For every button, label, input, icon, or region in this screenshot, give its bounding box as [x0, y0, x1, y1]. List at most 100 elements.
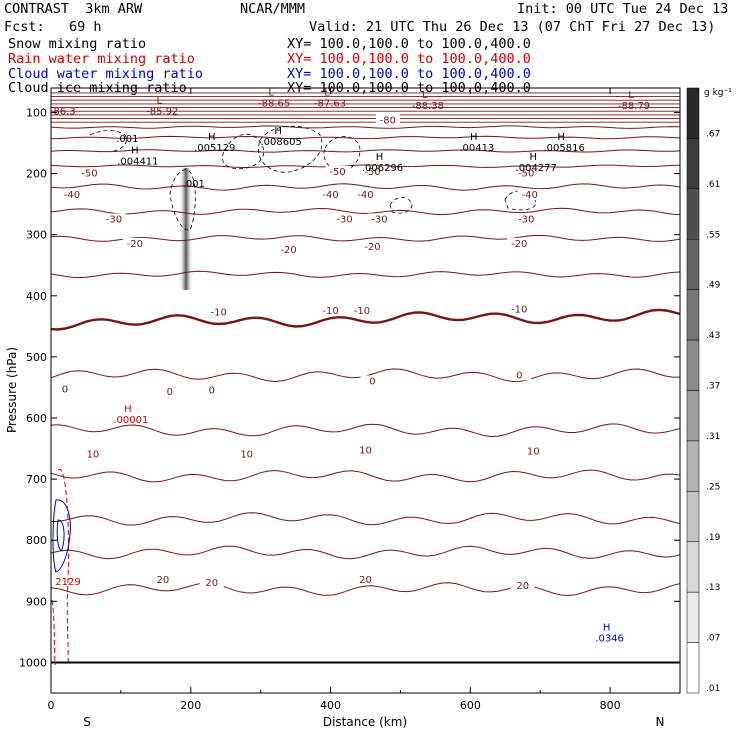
- contour-label: -40: [522, 190, 538, 201]
- contour-label-bg: [77, 167, 102, 179]
- cloud-ice-contour: [221, 133, 265, 170]
- contour-label: -20: [127, 239, 143, 250]
- x-tick-label: 600: [460, 699, 481, 712]
- colorbar-segment: [686, 591, 700, 643]
- isotherm-line: [51, 207, 680, 216]
- contour-label-bg: [150, 574, 175, 585]
- contour-label: 20: [516, 581, 529, 592]
- contour-label-bg: [59, 189, 84, 200]
- colorbar-segment: [686, 138, 700, 190]
- colorbar-segment: [686, 87, 700, 139]
- colorbar-segment: [686, 188, 700, 240]
- contour-label-bg: [332, 213, 357, 225]
- extremum-mark: H: [470, 132, 478, 143]
- isotherm-line: [51, 423, 680, 438]
- contour-label-bg: [360, 240, 385, 252]
- legend-snow-label: Snow mixing ratio: [8, 36, 147, 52]
- extremum-value: -85.92: [146, 106, 178, 117]
- contour-label: 0: [209, 386, 215, 397]
- x-tick-label: 800: [600, 699, 621, 712]
- legend-cloud-water-xy: XY= 100.0,100.0 to 100.0,400.0: [287, 66, 531, 82]
- y-tick-label: 500: [26, 351, 47, 364]
- cloud-water-contour: [52, 499, 71, 573]
- extremum-mark: H: [529, 152, 537, 163]
- extremum-mark: L: [268, 87, 274, 98]
- colorbar-label: .19: [706, 533, 721, 543]
- cloud-ice-contour: [89, 130, 127, 153]
- colorbar-label: .43: [706, 331, 720, 341]
- contour-label: 10: [87, 450, 100, 461]
- extremum-value: .004411: [117, 156, 158, 167]
- isotherm-line: [51, 125, 680, 129]
- cloud-ice-contours: [89, 125, 537, 231]
- x-tick-label: 200: [180, 699, 201, 712]
- contour-label-bg: [234, 448, 259, 460]
- extrema-labels: L-85.92L-88.65L-87.63L-88.38L-88.7986.3H…: [51, 87, 680, 664]
- contour-labels: -80-50 -50 -50 -50-40 -40 -40 -40-30 -30 -30 -30-…: [52, 114, 546, 592]
- extremum-value: -88.38: [412, 101, 444, 112]
- extremum-mark: L: [324, 87, 330, 98]
- contour-label: -10: [322, 306, 338, 317]
- contour-label: 10: [527, 447, 540, 458]
- contour-label: 0: [62, 384, 68, 395]
- contour-label-bg: [52, 383, 77, 395]
- cloud-ice-contour: [323, 136, 361, 172]
- contour-label-bg: [375, 114, 400, 126]
- contour-label: -30: [518, 214, 534, 225]
- extremum-value: .00001: [113, 415, 148, 426]
- extremum-mark: H: [124, 404, 132, 415]
- colorbar-label: .13: [706, 583, 720, 593]
- cloud-water-contours: [52, 499, 71, 573]
- colorbar-segment: [686, 642, 700, 694]
- contour-label: -80: [380, 115, 396, 126]
- contour-label-bg: [122, 237, 147, 249]
- y-tick-label: 900: [26, 595, 47, 608]
- colorbar: .67 .61 .55 .49 .43 .37 .31 .25 .19 .13 .07 .01 g kg…: [686, 87, 732, 694]
- isotherm-line: [51, 183, 680, 191]
- colorbar-segment: [686, 440, 700, 492]
- colorbar-segment: [686, 339, 700, 391]
- extremum-value: .008605: [260, 137, 301, 148]
- contour-label: -10: [511, 304, 527, 315]
- contour-label-bg: [353, 444, 378, 456]
- rain-contours: [51, 468, 70, 666]
- contour-label-bg: [360, 165, 385, 177]
- y-tick-label: 400: [26, 290, 47, 303]
- isotherm-line: [51, 164, 680, 169]
- extremum-value: .00413: [459, 143, 494, 154]
- isotherm-line: [51, 149, 680, 153]
- contour-label-bg: [367, 213, 392, 225]
- isotherm-line: [51, 545, 680, 560]
- contour-label-bg: [199, 577, 224, 589]
- contour-label: 20: [205, 578, 218, 589]
- contour-label-bg: [206, 306, 231, 318]
- contour-label: -10: [354, 306, 370, 317]
- cloud-ice-contour: [258, 125, 323, 173]
- y-tick-label: 800: [26, 534, 47, 547]
- contour-label: -30: [336, 214, 352, 225]
- isotherm-line: [51, 308, 680, 331]
- init-time: Init: 00 UTC Tue 24 Dec 13: [517, 1, 729, 17]
- extremum-value: .001: [116, 134, 138, 145]
- snow-shading: [179, 168, 193, 290]
- colorbar-label: .37: [706, 382, 720, 392]
- extremum-value: -87.63: [314, 98, 346, 109]
- colorbar-unit: g kg⁻¹: [704, 88, 732, 98]
- forecast-hour: Fcst: 69 h: [4, 19, 102, 35]
- contour-label: -50: [364, 167, 380, 178]
- contour-label: -50: [81, 169, 97, 180]
- colorbar-segment: [686, 390, 700, 442]
- extremum-mark: H: [557, 132, 565, 143]
- colorbar-label: .31: [706, 432, 720, 442]
- contour-label: 10: [240, 450, 253, 461]
- isotherm-line: [51, 270, 680, 279]
- contour-label-bg: [514, 213, 539, 225]
- extremum-mark: L: [628, 90, 634, 101]
- snow-column-tail: [181, 250, 191, 290]
- cloud-ice-contour: [169, 169, 196, 231]
- extremum-mark: L: [157, 95, 163, 106]
- valid-time: Valid: 21 UTC Thu 26 Dec 13 (07 ChT Fri …: [309, 19, 716, 35]
- contour-label: 20: [156, 575, 169, 586]
- contour-label: -20: [280, 245, 296, 256]
